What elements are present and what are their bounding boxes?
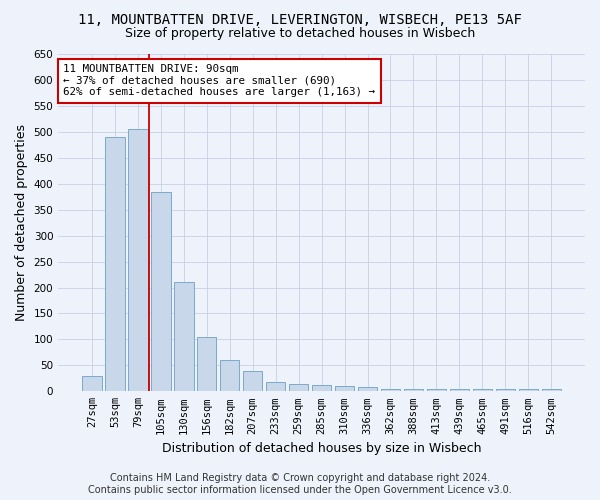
Bar [197,337,217,392]
Text: Size of property relative to detached houses in Wisbech: Size of property relative to detached ho… [125,28,475,40]
Text: 11 MOUNTBATTEN DRIVE: 90sqm
← 37% of detached houses are smaller (690)
62% of se: 11 MOUNTBATTEN DRIVE: 90sqm ← 37% of det… [64,64,376,98]
Text: Contains HM Land Registry data © Crown copyright and database right 2024.
Contai: Contains HM Land Registry data © Crown c… [88,474,512,495]
Bar [427,388,446,392]
X-axis label: Distribution of detached houses by size in Wisbech: Distribution of detached houses by size … [162,442,481,455]
Bar [496,388,515,392]
Bar [518,388,538,392]
Bar [312,385,331,392]
Y-axis label: Number of detached properties: Number of detached properties [15,124,28,321]
Bar [358,387,377,392]
Bar [473,388,492,392]
Bar [174,282,194,392]
Bar [266,382,286,392]
Bar [105,137,125,392]
Bar [151,192,170,392]
Bar [289,384,308,392]
Bar [243,370,262,392]
Bar [128,129,148,392]
Bar [449,388,469,392]
Bar [335,386,355,392]
Bar [381,388,400,392]
Text: 11, MOUNTBATTEN DRIVE, LEVERINGTON, WISBECH, PE13 5AF: 11, MOUNTBATTEN DRIVE, LEVERINGTON, WISB… [78,12,522,26]
Bar [542,388,561,392]
Bar [404,388,423,392]
Bar [220,360,239,392]
Bar [82,376,101,392]
